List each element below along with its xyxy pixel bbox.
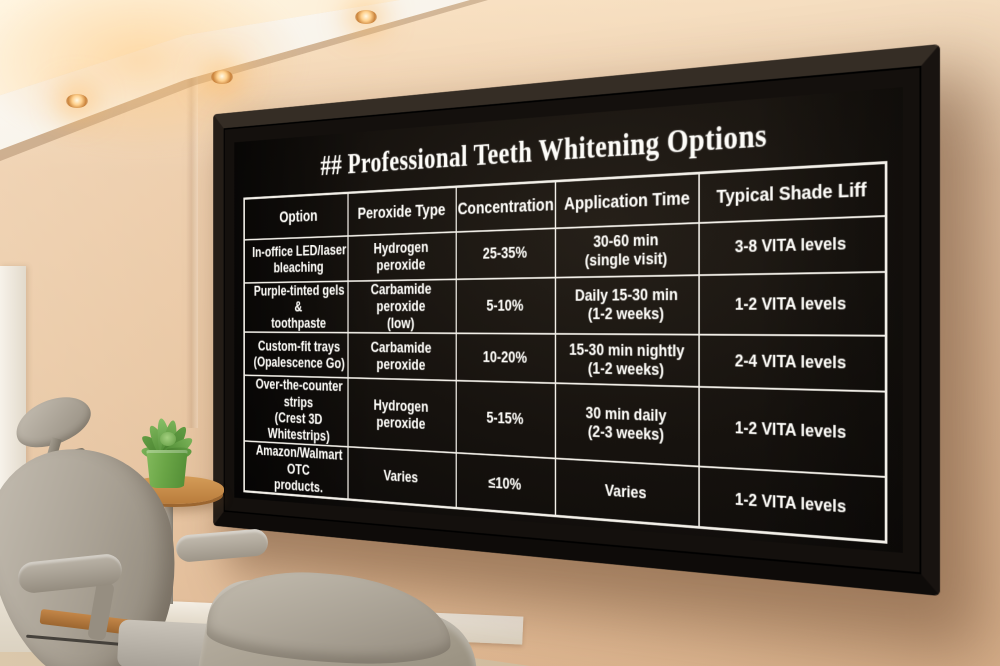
cell-option: Amazon/Walmart OTC products. xyxy=(244,441,348,500)
recessed-downlight xyxy=(66,94,88,108)
sign-frame: ## Professional Teeth Whitening Options … xyxy=(213,44,940,596)
cell-application-time: 30 min daily (2-3 weeks) xyxy=(555,383,700,467)
cell-concentration: 10-20% xyxy=(456,333,556,384)
cell-option: In-office LED/laser bleaching xyxy=(244,235,348,283)
cell-concentration: 5-10% xyxy=(456,277,556,335)
column-header-shade-lift: Typical Shade Liff xyxy=(699,162,887,223)
cell-peroxide-type: Hydrogen peroxide xyxy=(347,231,457,281)
column-header-peroxide-type: Peroxide Type xyxy=(347,186,457,236)
cell-shade-lift: 1-2 VITA levels xyxy=(699,387,887,478)
recessed-downlight xyxy=(355,10,377,24)
column-header-option: Option xyxy=(244,192,348,240)
whitening-options-table: Option Peroxide Type Concentration Appli… xyxy=(243,160,888,544)
cell-application-time: Varies xyxy=(555,458,700,528)
recessed-downlight xyxy=(211,70,233,84)
cell-shade-lift: 1-2 VITA levels xyxy=(699,271,887,336)
cell-peroxide-type: Carbamide peroxide (low) xyxy=(347,278,457,334)
cell-peroxide-type: Carbamide peroxide xyxy=(347,332,457,381)
cell-shade-lift: 1-2 VITA levels xyxy=(699,466,887,543)
cell-concentration: 5-15% xyxy=(456,380,556,459)
cell-option: Purple-tinted gels & toothpaste xyxy=(244,280,348,333)
cell-concentration: ≤10% xyxy=(456,453,556,517)
cell-shade-lift: 2-4 VITA levels xyxy=(699,334,887,392)
sign-chalkboard-surface: ## Professional Teeth Whitening Options … xyxy=(234,87,903,553)
table-row: Purple-tinted gels & toothpaste Carbamid… xyxy=(244,271,887,336)
cell-peroxide-type: Varies xyxy=(347,447,457,509)
wall-sign: ## Professional Teeth Whitening Options … xyxy=(213,44,940,596)
column-header-application-time: Application Time xyxy=(555,173,700,228)
cell-option: Over-the-counter strips (Crest 3D Whites… xyxy=(244,375,348,448)
plant-pot xyxy=(146,450,188,488)
cell-concentration: 25-35% xyxy=(456,227,556,279)
cell-application-time: 30-60 min (single visit) xyxy=(555,222,700,278)
cell-application-time: 15-30 min nightly (1-2 weeks) xyxy=(555,334,700,388)
column-header-concentration: Concentration xyxy=(456,181,556,232)
cell-shade-lift: 3-8 VITA levels xyxy=(699,215,887,275)
cell-option: Custom-fit trays (Opalescence Go) xyxy=(244,332,348,379)
cell-peroxide-type: Hydrogen peroxide xyxy=(347,378,457,454)
plant-center xyxy=(160,432,176,446)
cell-application-time: Daily 15-30 min (1-2 weeks) xyxy=(555,274,700,335)
